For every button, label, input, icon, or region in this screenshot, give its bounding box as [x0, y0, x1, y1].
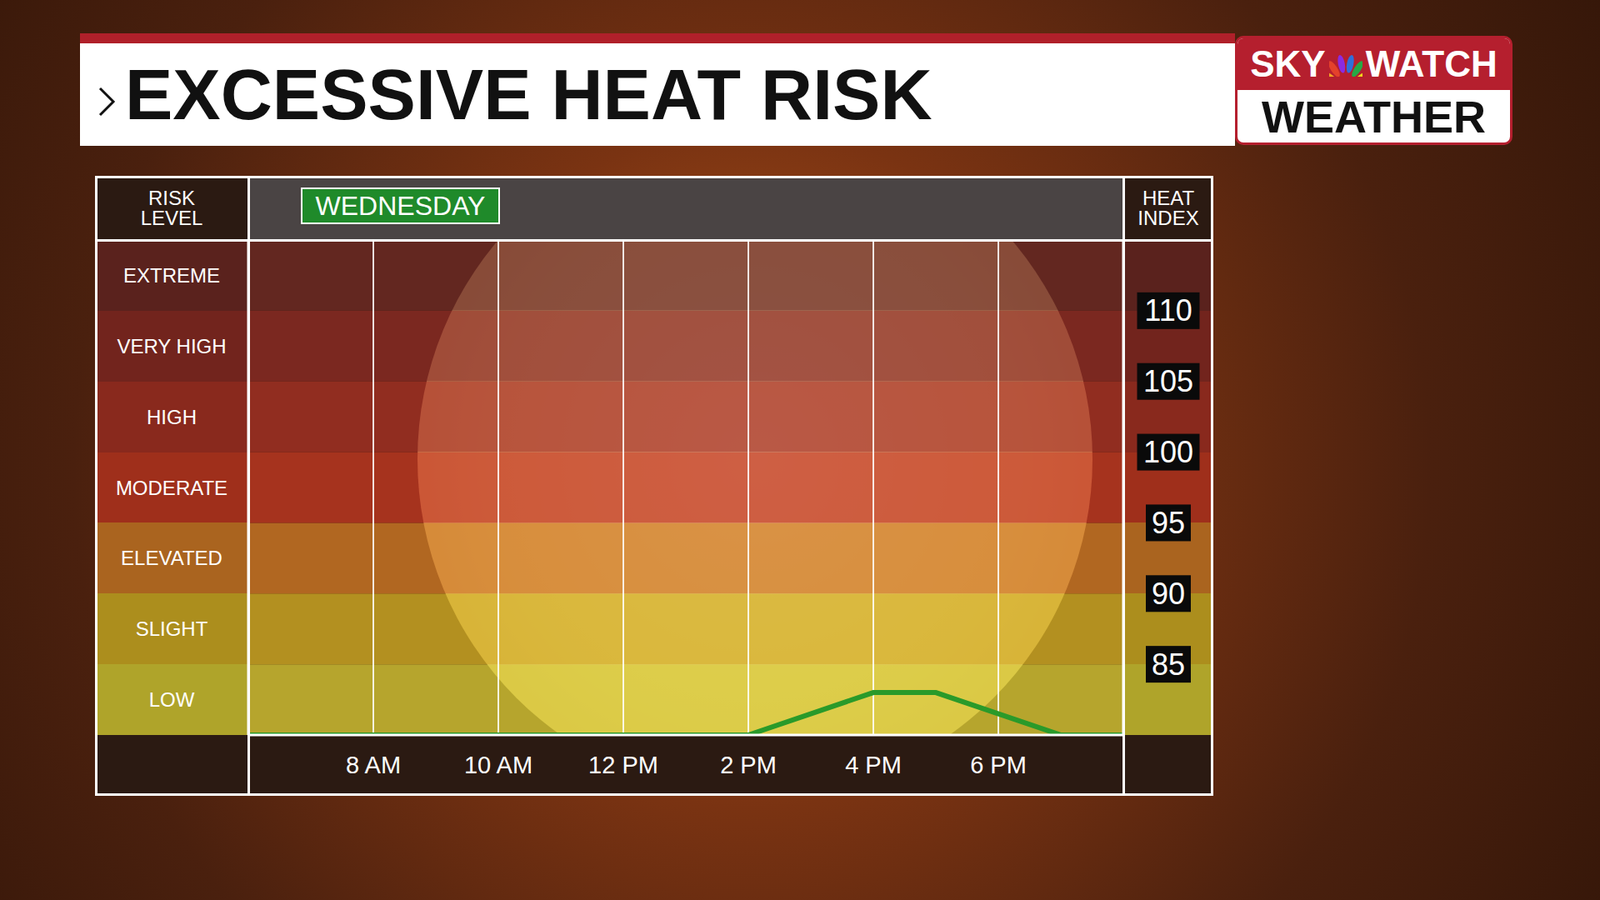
html-text:WEATHER: WEATHER: [1261, 91, 1486, 142]
svg-text:110: 110: [1144, 293, 1192, 328]
html-text:EXCESSIVE HEAT RISK: EXCESSIVE HEAT RISK: [125, 54, 933, 135]
svg-text:LOW: LOW: [149, 688, 195, 711]
svg-text:90: 90: [1151, 576, 1185, 611]
svg-text:100: 100: [1143, 435, 1194, 470]
svg-text:95: 95: [1151, 505, 1185, 540]
html-text:HEAT INDEX: HEAT INDEX: [1137, 186, 1199, 229]
svg-text:105: 105: [1143, 364, 1194, 399]
svg-text:MODERATE: MODERATE: [115, 476, 228, 500]
svg-text:12 PM: 12 PM: [588, 751, 659, 779]
html-text:SKY: SKY: [1250, 43, 1326, 85]
svg-text:EXTREME: EXTREME: [123, 264, 220, 287]
svg-text:SLIGHT: SLIGHT: [135, 617, 209, 640]
svg-text:2 PM: 2 PM: [720, 751, 777, 779]
svg-text:85: 85: [1151, 647, 1185, 682]
svg-text:10 AM: 10 AM: [464, 751, 533, 779]
svg-text:VERY HIGH: VERY HIGH: [116, 335, 226, 358]
html-text:WATCH: WATCH: [1365, 43, 1498, 85]
svg-text:4 PM: 4 PM: [845, 751, 902, 779]
svg-text:ELEVATED: ELEVATED: [120, 546, 223, 570]
html-text:WEDNESDAY: WEDNESDAY: [315, 190, 486, 221]
svg-text:6 PM: 6 PM: [970, 751, 1027, 779]
svg-text:HIGH: HIGH: [146, 405, 197, 429]
svg-text:8 AM: 8 AM: [345, 751, 401, 779]
html-text:RISK LEVEL: RISK LEVEL: [140, 186, 203, 229]
